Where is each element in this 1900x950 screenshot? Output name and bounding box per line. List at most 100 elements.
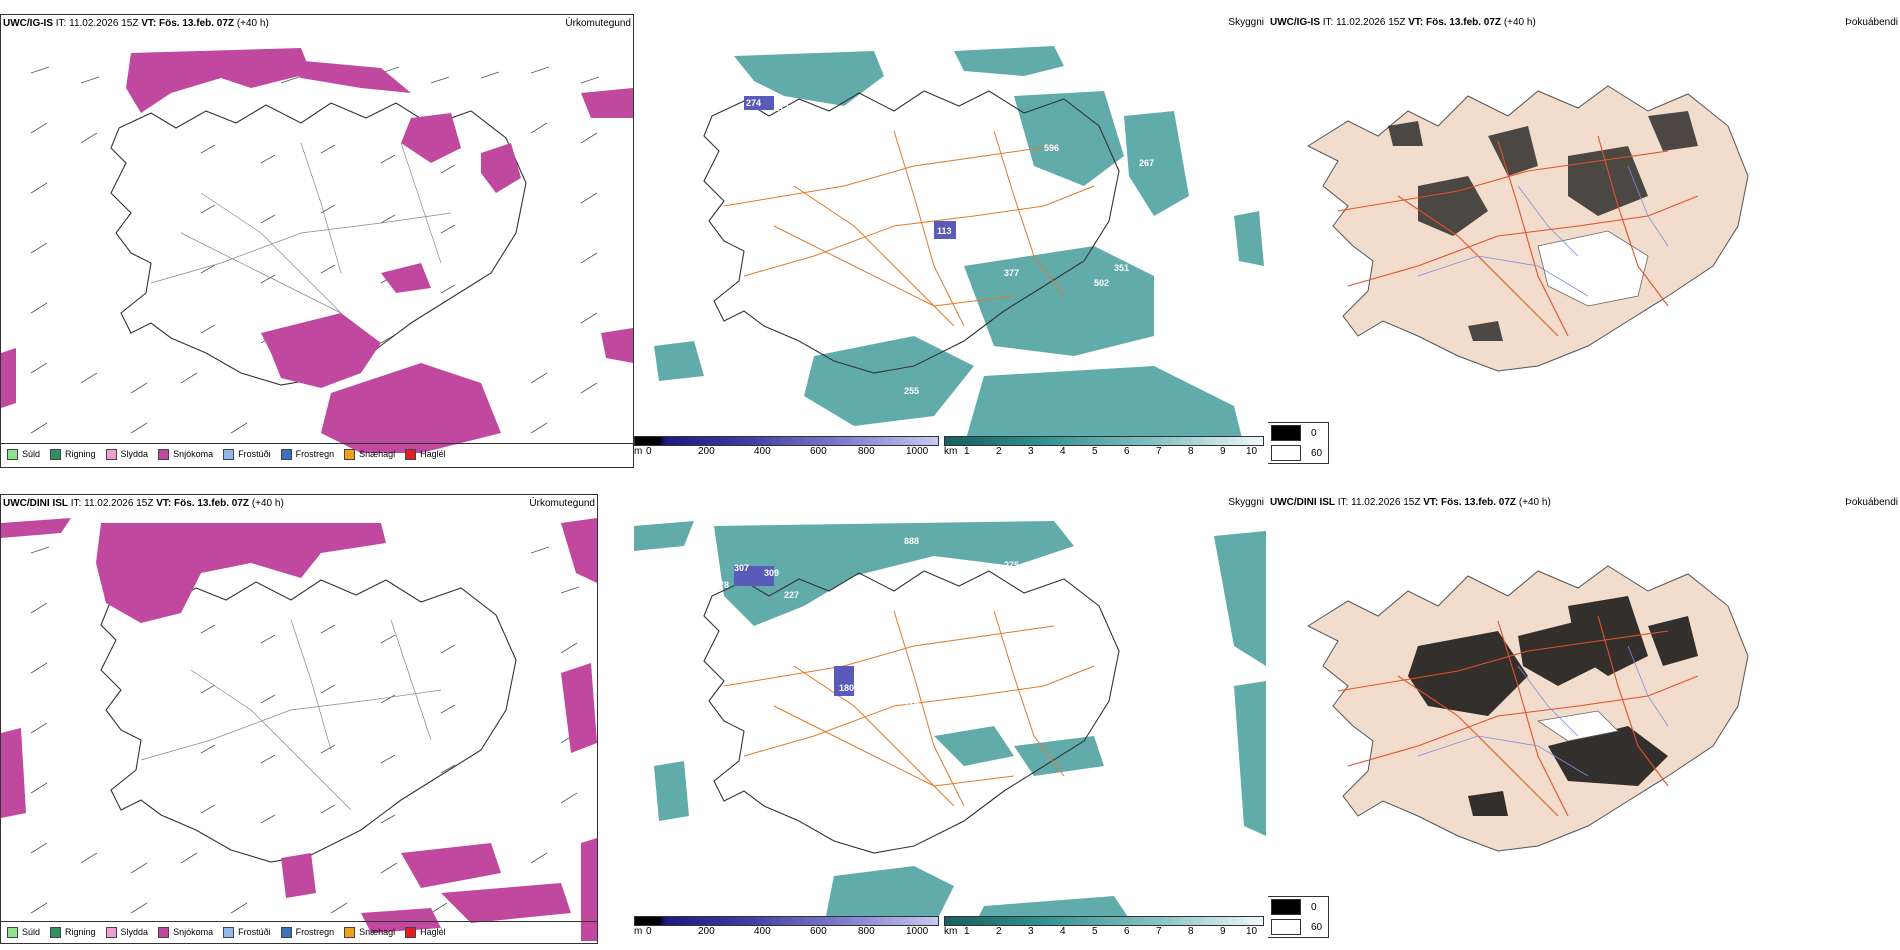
- visibility-tick: 3: [1028, 446, 1034, 457]
- visibility-tick: 1: [964, 446, 970, 457]
- precip-legend: Súld Rigning Slydda Snjókoma Frostúði Fr…: [1, 443, 633, 464]
- iceland-outline: [703, 570, 1120, 854]
- it-label: IT:: [55, 18, 67, 29]
- elevation-tick: 400: [754, 446, 771, 457]
- panel-title: Skyggni: [1228, 497, 1264, 508]
- legend-swatch: [223, 926, 235, 938]
- visibility-tick: 7: [1156, 446, 1162, 457]
- fog-panel-igis: UWC/IG-IS IT: 11.02.2026 15Z VT: Fös. 13…: [1268, 14, 1900, 466]
- model-name: UWC/DINI ISL: [3, 498, 68, 509]
- fog-dark-areas: [1408, 596, 1698, 816]
- visibility-colorbar: km 1 2 3 4 5 6 7 8 9 10: [944, 436, 1264, 458]
- fog-dark-areas: [1388, 111, 1698, 341]
- vis-label: 338: [974, 183, 989, 193]
- lead-time: (+40 h): [251, 498, 284, 509]
- legend-swatch: [405, 926, 417, 938]
- fog-legend: 0 60: [1268, 896, 1330, 938]
- fog-legend: 0 60: [1268, 422, 1330, 464]
- vis-label: 275: [1004, 560, 1019, 570]
- vis-label: 180: [839, 683, 854, 693]
- panel-title: Skyggni: [1228, 17, 1264, 28]
- visibility-colorbar: km 1 2 3 4 5 6 7 8 9 10: [944, 916, 1264, 938]
- visibility-tick: 9: [1220, 446, 1226, 457]
- fog-swatch: [1271, 899, 1301, 915]
- vt-value: Fös. 13.feb. 07Z: [174, 498, 250, 509]
- legend-item: Rigning: [50, 926, 96, 938]
- fog-swatch: [1271, 445, 1301, 461]
- vis-label: 596: [1044, 143, 1059, 153]
- model-name: UWC/IG-IS: [1270, 17, 1320, 28]
- legend-item: Frostúði: [223, 926, 271, 938]
- precip-header: UWC/IG-IS IT: 11.02.2026 15Z VT: Fös. 13…: [1, 15, 633, 33]
- visibility-tick: 4: [1060, 926, 1066, 937]
- visibility-tick: 10: [1246, 926, 1258, 937]
- elevation-tick: 200: [698, 926, 715, 937]
- visibility-tick: 8: [1188, 446, 1194, 457]
- iceland-outline: [100, 579, 517, 863]
- legend-swatch: [280, 448, 292, 460]
- elevation-tick: 600: [810, 446, 827, 457]
- lead-time: (+40 h): [1518, 497, 1551, 508]
- elevation-tick: 1000: [906, 446, 929, 457]
- vis-label: 178: [904, 698, 919, 708]
- vt-value: Fös. 13.feb. 07Z: [1441, 497, 1517, 508]
- visibility-tick: 2: [996, 926, 1002, 937]
- visibility-tick: 1: [964, 926, 970, 937]
- legend-label: Frostregn: [295, 927, 335, 937]
- visibility-tick: 8: [1188, 926, 1194, 937]
- panel-title: Þokuábendi: [1845, 17, 1898, 28]
- legend-swatch: [105, 448, 117, 460]
- legend-swatch: [158, 926, 170, 938]
- legend-item: Haglél: [405, 448, 446, 460]
- fog-header: UWC/IG-IS IT: 11.02.2026 15Z VT: Fös. 13…: [1268, 14, 1900, 32]
- fog-legend-row: 0: [1268, 897, 1328, 917]
- vis-label: 287: [964, 113, 979, 123]
- elevation-patches: [744, 96, 956, 239]
- precip-map: [1, 518, 597, 941]
- vis-label: 377: [1004, 268, 1019, 278]
- glacier-white: [1537, 230, 1649, 307]
- precip-header: UWC/DINI ISL IT: 11.02.2026 15Z VT: Fös.…: [1, 495, 597, 513]
- fog-roads: [1337, 615, 1699, 817]
- legend-swatch: [105, 926, 117, 938]
- visibility-tick: 10: [1246, 446, 1258, 457]
- vis-label: 351: [1114, 263, 1129, 273]
- road-lines: [140, 619, 442, 811]
- legend-label: Súld: [22, 927, 41, 937]
- vis-label: 888: [904, 536, 919, 546]
- panel-title: Þokuábendi: [1845, 497, 1898, 508]
- vis-label: 274: [746, 98, 761, 108]
- fog-legend-row: 0: [1268, 423, 1328, 443]
- legend-label: Slydda: [120, 927, 149, 937]
- legend-label: Frostúði: [238, 449, 271, 459]
- legend-swatch: [158, 448, 170, 460]
- visibility-tick: 9: [1220, 926, 1226, 937]
- visibility-panel-igis: Skyggni 274 213 596 267 338 113: [634, 14, 1266, 466]
- visibility-map: 274 213 596 267 338 113 377 502 351 255 …: [654, 46, 1264, 446]
- fog-map: [1306, 85, 1749, 372]
- visibility-labels: 888 307 309 227 278 275 180 178 349: [714, 536, 1019, 875]
- it-label: IT:: [70, 498, 82, 509]
- legend-item: Slydda: [105, 448, 148, 460]
- vis-label: 267: [1139, 158, 1154, 168]
- legend-label: Haglél: [420, 927, 446, 937]
- visibility-tick: 2: [996, 446, 1002, 457]
- elevation-tick: 200: [698, 446, 715, 457]
- legend-item: Frostregn: [280, 448, 334, 460]
- legend-swatch: [50, 926, 62, 938]
- visibility-panel-dini: Skyggni 888 307 309 227 278 275: [634, 494, 1266, 946]
- vis-label: 227: [784, 590, 799, 600]
- lead-time: (+40 h): [236, 18, 269, 29]
- legend-label: Rigning: [65, 449, 96, 459]
- vis-label: 309: [764, 568, 779, 578]
- elevation-unit: m: [634, 926, 643, 937]
- iceland-outline: [110, 102, 527, 386]
- elevation-tick: 600: [810, 926, 827, 937]
- vis-label: 278: [714, 580, 729, 590]
- visibility-tick: 6: [1124, 446, 1130, 457]
- vis-label: 307: [734, 563, 749, 573]
- legend-swatch: [344, 448, 356, 460]
- legend-label: Rigning: [65, 927, 96, 937]
- visibility-tick: 5: [1092, 446, 1098, 457]
- fog-legend-label: 60: [1311, 921, 1323, 933]
